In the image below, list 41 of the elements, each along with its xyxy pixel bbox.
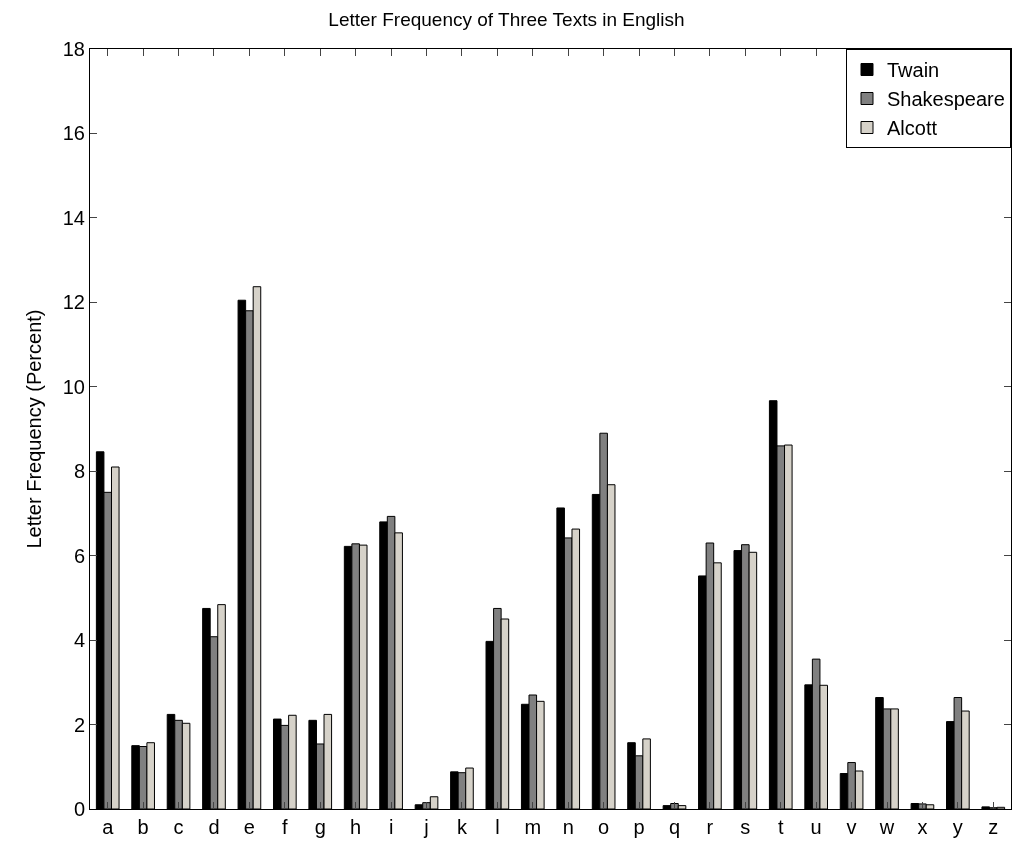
x-tick-label: j: [423, 816, 429, 838]
y-tick-label: 14: [62, 206, 85, 229]
y-tick-label: 12: [62, 291, 85, 314]
y-tick-label: 8: [73, 460, 85, 483]
x-tick-label: f: [282, 816, 289, 838]
x-tick-label: p: [633, 816, 645, 838]
x-tick-label: w: [878, 816, 895, 838]
x-tick-label: m: [524, 816, 542, 838]
x-tick-label: k: [456, 816, 468, 838]
x-tick-label: x: [917, 816, 928, 838]
y-tick-label: 16: [62, 122, 85, 145]
x-tick-label: y: [952, 816, 963, 838]
x-tick-label: d: [208, 816, 220, 838]
x-tick-label: l: [495, 816, 500, 838]
legend-label: Shakespeare: [887, 88, 1005, 111]
y-tick-label: 18: [62, 38, 85, 60]
x-tick-label: v: [846, 816, 857, 838]
x-tick-label: a: [102, 816, 115, 838]
x-tick-label: q: [668, 816, 681, 838]
y-tick-label: 10: [62, 375, 85, 398]
x-tick-label: e: [243, 816, 255, 838]
x-tick-label: s: [740, 816, 751, 838]
x-tick-label: b: [137, 816, 149, 838]
y-tick-label: 4: [73, 629, 85, 652]
y-tick-label: 2: [73, 713, 85, 736]
x-tick-label: c: [173, 816, 184, 838]
x-tick-label: g: [314, 816, 326, 838]
y-axis-title: Letter Frequency (Percent): [23, 309, 46, 549]
x-tick-label: z: [988, 816, 999, 838]
y-tick-label: 6: [73, 544, 85, 567]
x-tick-label: h: [350, 816, 362, 838]
x-tick-label: o: [598, 816, 610, 838]
x-tick-label: t: [777, 816, 784, 838]
legend-label: Alcott: [887, 117, 938, 140]
x-tick-label: i: [388, 816, 394, 838]
x-tick-label: n: [562, 816, 574, 838]
chart-title: Letter Frequency of Three Texts in English: [328, 9, 685, 31]
x-tick-label: r: [706, 816, 714, 838]
x-tick-label: u: [810, 816, 822, 838]
legend-label: Twain: [887, 59, 940, 82]
y-tick-label: 0: [73, 798, 85, 820]
